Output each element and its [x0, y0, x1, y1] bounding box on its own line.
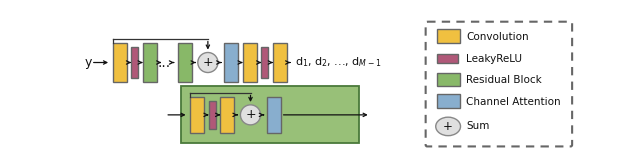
- Text: +: +: [443, 120, 453, 133]
- Bar: [436, 54, 458, 63]
- Bar: [180, 86, 359, 143]
- Bar: [131, 47, 138, 78]
- Text: ...: ...: [157, 55, 170, 70]
- Bar: [143, 43, 157, 82]
- Bar: [243, 43, 257, 82]
- Ellipse shape: [241, 105, 260, 125]
- Text: +: +: [245, 108, 256, 121]
- Bar: [267, 97, 281, 133]
- FancyBboxPatch shape: [426, 22, 572, 146]
- Bar: [113, 43, 127, 82]
- Text: Residual Block: Residual Block: [466, 75, 541, 85]
- Text: Convolution: Convolution: [466, 32, 529, 42]
- Bar: [220, 97, 234, 133]
- Text: d$_1$, d$_2$, ..., d$_{M-1}$: d$_1$, d$_2$, ..., d$_{M-1}$: [294, 56, 381, 69]
- Bar: [190, 97, 204, 133]
- Text: LeakyReLU: LeakyReLU: [466, 54, 522, 64]
- Bar: [273, 43, 287, 82]
- Bar: [179, 43, 193, 82]
- Bar: [224, 43, 238, 82]
- Bar: [436, 73, 460, 86]
- Ellipse shape: [436, 117, 461, 136]
- Bar: [436, 94, 460, 108]
- Bar: [209, 101, 216, 129]
- Text: Sum: Sum: [466, 121, 490, 131]
- Text: Channel Attention: Channel Attention: [466, 97, 561, 107]
- Bar: [261, 47, 268, 78]
- Ellipse shape: [198, 52, 218, 73]
- Text: y: y: [84, 56, 92, 69]
- Text: +: +: [203, 56, 213, 69]
- Bar: [436, 29, 460, 43]
